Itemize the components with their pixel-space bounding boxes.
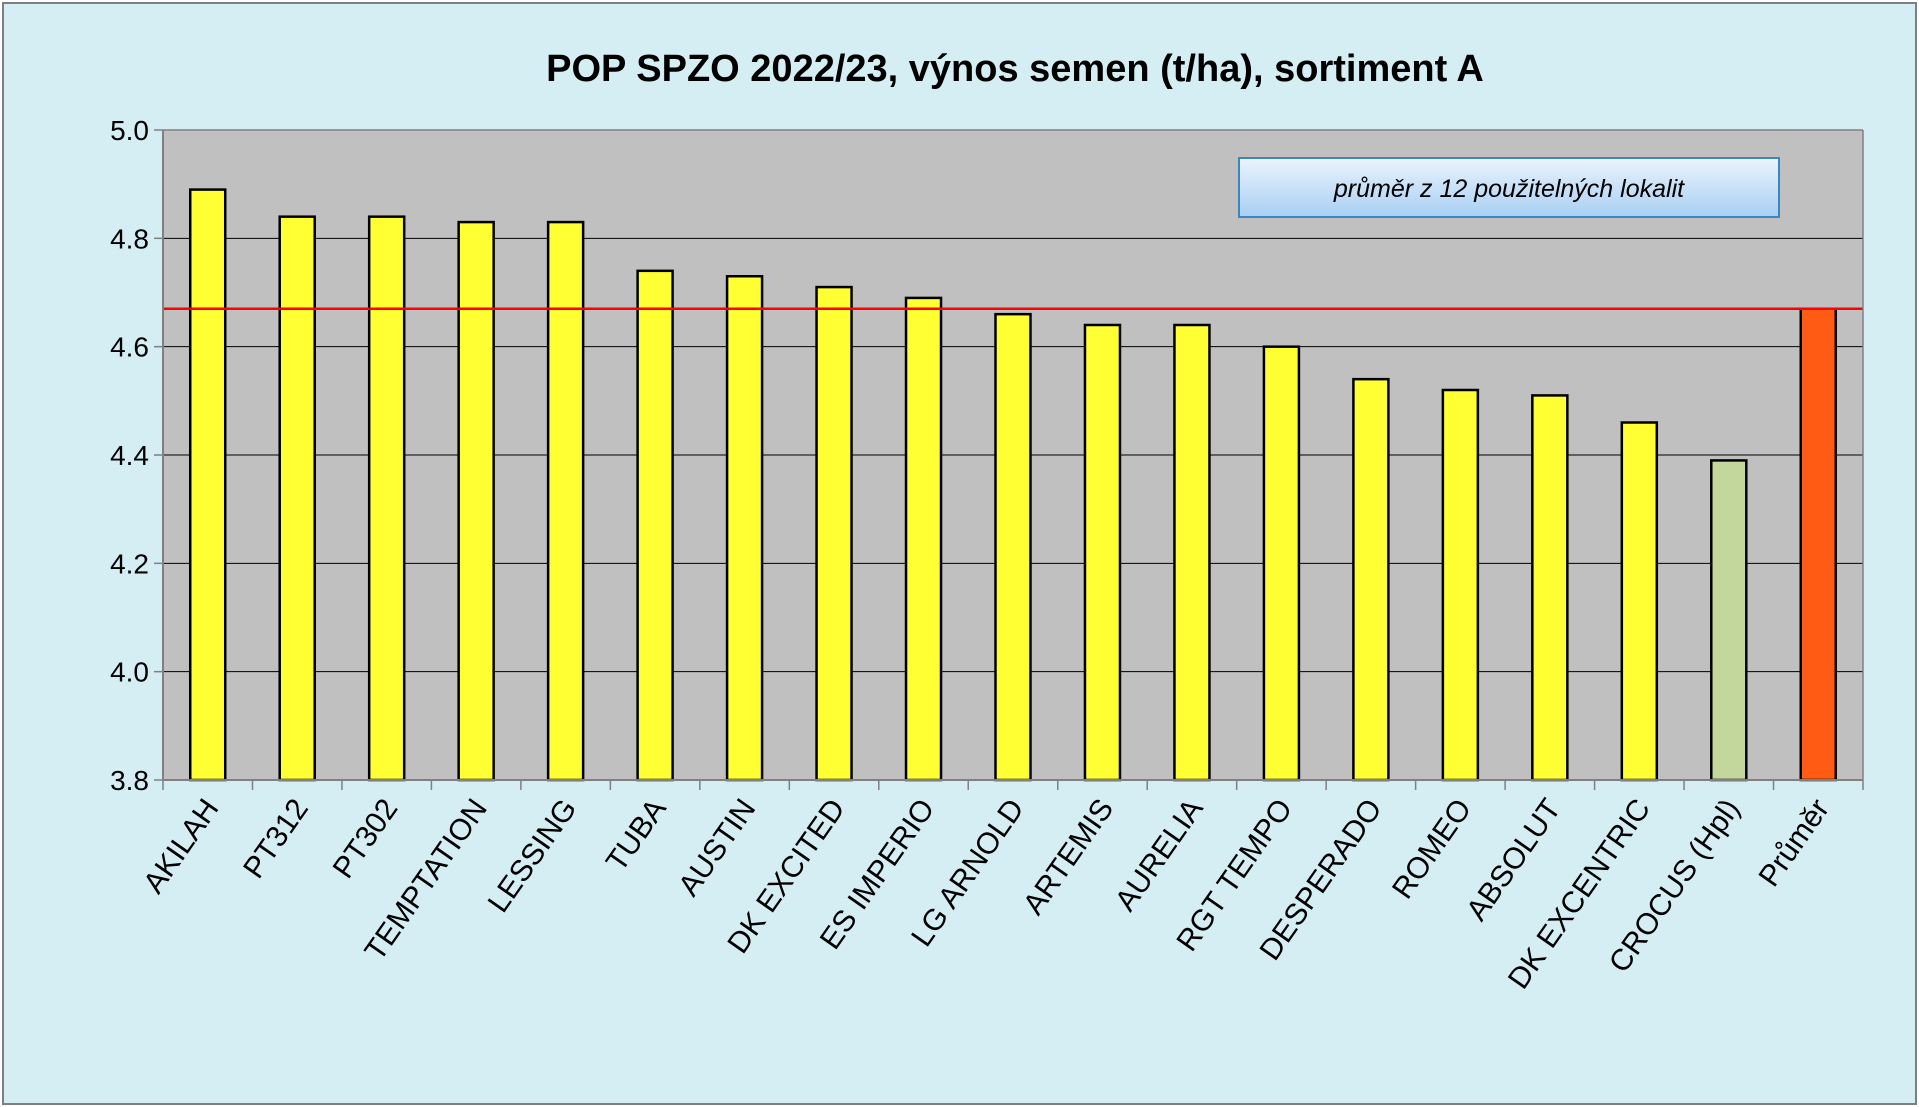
y-tick-label-6: 5.0 xyxy=(110,115,149,146)
bar-11 xyxy=(1173,323,1211,782)
bars xyxy=(188,188,1838,782)
annotation-box: průměr z 12 použitelných lokalit xyxy=(1238,157,1780,218)
category-label-0: AKILAH xyxy=(137,793,225,899)
axes xyxy=(162,129,1864,781)
y-tick-label-3: 4.4 xyxy=(110,440,149,471)
bar-7 xyxy=(815,285,853,782)
bar-13 xyxy=(1352,377,1390,782)
chart-title: POP SPZO 2022/23, výnos semen (t/ha), so… xyxy=(546,48,1484,90)
bar-12 xyxy=(1262,345,1301,782)
y-tick-label-5: 4.8 xyxy=(110,223,149,254)
category-label-1: PT312 xyxy=(237,793,315,884)
bar-1 xyxy=(278,215,316,782)
bar-2 xyxy=(367,215,406,782)
y-tick-label-2: 4.2 xyxy=(110,548,149,579)
bar-9 xyxy=(994,312,1032,782)
category-label-18: Průměr xyxy=(1753,793,1836,892)
category-label-14: ROMEO xyxy=(1386,793,1478,905)
bar-18 xyxy=(1799,307,1838,782)
bar-17 xyxy=(1710,459,1748,782)
category-label-2: PT302 xyxy=(327,793,405,884)
bar-3 xyxy=(457,220,495,782)
bar-16 xyxy=(1620,421,1659,782)
y-axis-ticks: 3.8 4.0 4.2 4.4 4.6 4.8 5.0 xyxy=(110,115,163,796)
bar-6 xyxy=(725,275,764,782)
chart-svg: POP SPZO 2022/23, výnos semen (t/ha), so… xyxy=(110,48,1864,995)
y-tick-label-4: 4.6 xyxy=(110,332,149,363)
bar-8 xyxy=(904,296,943,782)
category-label-10: ARTEMIS xyxy=(1017,793,1120,921)
category-label-4: LESSING xyxy=(482,793,584,918)
bar-10 xyxy=(1083,323,1122,782)
y-tick-label-1: 4.0 xyxy=(110,657,149,688)
annotation-text: průměr z 12 použitelných lokalit xyxy=(1333,175,1685,203)
bar-0 xyxy=(188,188,227,782)
category-label-6: AUSTIN xyxy=(672,793,762,902)
bar-4 xyxy=(546,220,585,782)
bar-15 xyxy=(1531,394,1569,782)
bar-14 xyxy=(1441,388,1480,782)
y-tick-label-0: 3.8 xyxy=(110,765,149,796)
category-label-11: AURELIA xyxy=(1109,793,1210,917)
category-label-5: TUBA xyxy=(600,793,673,877)
bar-5 xyxy=(636,269,674,782)
x-axis-ticks xyxy=(162,780,1864,790)
